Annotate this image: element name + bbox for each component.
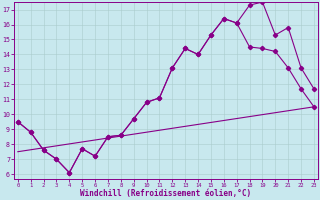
X-axis label: Windchill (Refroidissement éolien,°C): Windchill (Refroidissement éolien,°C) <box>80 189 252 198</box>
